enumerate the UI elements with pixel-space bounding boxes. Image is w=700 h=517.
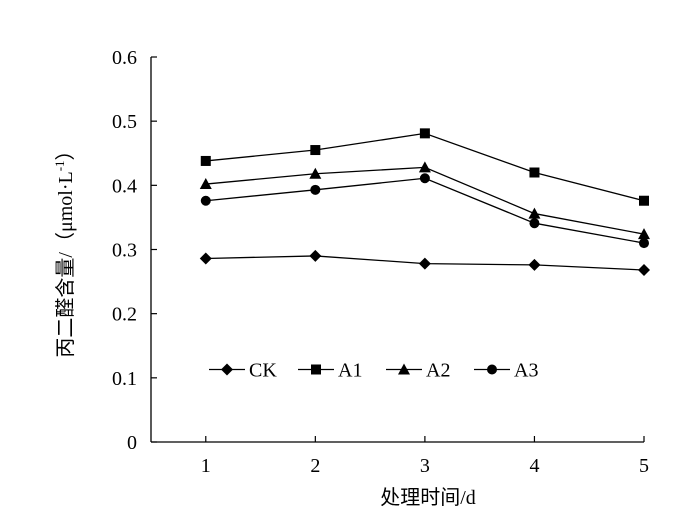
y-tick-label: 0.4	[112, 175, 137, 197]
data-point-a1	[310, 145, 321, 156]
x-axis-label: 处理时间/d	[380, 486, 476, 509]
data-point-a2	[638, 228, 650, 240]
y-axis-label-superscript: -1	[52, 160, 67, 171]
axes: 0 0.1 0.2 0.3 0.4 0.5 0.6 1 2 3 4 5	[112, 47, 649, 477]
series-a1	[200, 128, 649, 206]
series-ck	[199, 249, 650, 277]
x-tick-label: 3	[420, 455, 430, 477]
data-point-a3	[529, 218, 540, 229]
legend-item-a2: A2	[386, 359, 450, 381]
legend-label-ck: CK	[249, 359, 277, 381]
data-point-a1	[639, 195, 649, 206]
series-a3	[200, 173, 649, 249]
data-point-ck	[528, 258, 541, 271]
y-axis-label-close: ）	[54, 140, 77, 160]
data-point-ck	[199, 252, 212, 265]
x-tick-label: 5	[639, 455, 649, 477]
legend-marker-ck	[221, 363, 233, 376]
legend-item-a3: A3	[474, 359, 538, 381]
legend-label-a1: A1	[338, 359, 362, 381]
data-point-ck	[418, 257, 431, 270]
legend-item-a1: A1	[298, 359, 362, 381]
data-point-ck	[638, 264, 650, 277]
series-layer	[199, 128, 650, 277]
legend-item-ck: CK	[209, 359, 277, 381]
y-tick-label: 0.3	[112, 240, 137, 262]
data-point-a3	[419, 173, 430, 184]
data-point-ck	[309, 249, 322, 262]
x-tick-label: 1	[201, 455, 211, 477]
legend-marker-a3	[487, 364, 497, 375]
y-axis-label: 丙二醛含量/（μmol·L-1）	[52, 140, 77, 357]
data-point-a2	[199, 178, 212, 190]
legend: CK A1 A2 A3	[209, 359, 538, 381]
y-tick-label: 0.6	[112, 47, 137, 69]
data-point-a2	[418, 161, 431, 173]
data-point-a1	[200, 155, 211, 166]
data-point-a3	[200, 195, 211, 206]
legend-marker-a2	[398, 363, 410, 375]
y-tick-label: 0	[127, 432, 137, 454]
data-point-a1	[529, 167, 540, 178]
data-point-a3	[639, 238, 649, 249]
legend-marker-a1	[311, 364, 321, 375]
series-a2	[199, 161, 650, 240]
y-tick-label: 0.2	[112, 304, 137, 326]
data-point-a3	[310, 184, 321, 195]
series-line-a3	[205, 177, 645, 244]
x-tick-label: 4	[529, 455, 539, 477]
y-tick-label: 0.1	[112, 368, 137, 390]
data-point-a1	[419, 128, 430, 139]
legend-label-a2: A2	[426, 359, 450, 381]
data-point-a2	[528, 207, 541, 219]
y-tick-label: 0.5	[112, 111, 137, 133]
legend-label-a3: A3	[514, 359, 538, 381]
x-tick-label: 2	[310, 455, 320, 477]
y-axis-label-main: 丙二醛含量/（μmol·L	[54, 171, 77, 357]
data-point-a2	[309, 167, 322, 179]
